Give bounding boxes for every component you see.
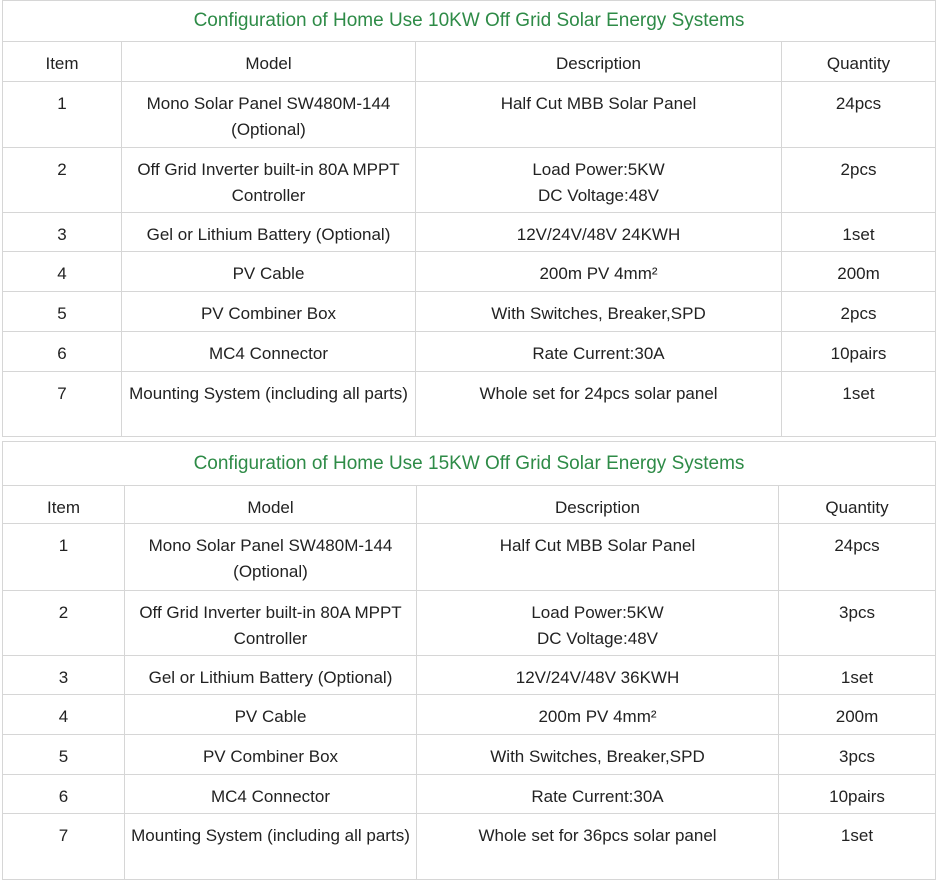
cell-quantity: 2pcs (781, 147, 936, 213)
cell-quantity: 1set (781, 212, 936, 252)
cell-model: Gel or Lithium Battery (Optional) (124, 655, 417, 695)
cell-quantity: 3pcs (778, 734, 936, 775)
cell-description: With Switches, Breaker,SPD (415, 291, 782, 332)
column-header-description: Description (416, 485, 779, 524)
cell-description: 12V/24V/48V 24KWH (415, 212, 782, 252)
column-header-model: Model (121, 41, 416, 82)
cell-quantity: 200m (778, 694, 936, 735)
table-row: 7 Mounting System (including all parts) Wh… (2, 813, 936, 880)
cell-quantity: 10pairs (781, 331, 936, 372)
cell-item: 2 (2, 590, 125, 656)
cell-description: With Switches, Breaker,SPD (416, 734, 779, 775)
cell-quantity: 1set (781, 371, 936, 437)
cell-model: Mounting System (including all parts) (121, 371, 416, 437)
cell-item: 5 (2, 291, 122, 332)
cell-model: PV Cable (121, 251, 416, 292)
cell-description: Whole set for 36pcs solar panel (416, 813, 779, 880)
table-row: 3 Gel or Lithium Battery (Optional) 12V/24… (2, 655, 936, 695)
table-row: 2 Off Grid Inverter built-in 80A MPPT Con… (2, 147, 936, 213)
column-header-model: Model (124, 485, 417, 524)
cell-model: PV Cable (124, 694, 417, 735)
cell-quantity: 1set (778, 655, 936, 695)
table-row: 6 MC4 Connector Rate Current:30A 10pairs (2, 331, 936, 372)
cell-model: Mounting System (including all parts) (124, 813, 417, 880)
cell-quantity: 3pcs (778, 590, 936, 656)
cell-model: MC4 Connector (121, 331, 416, 372)
table-row: 1 Mono Solar Panel SW480M-144 (Optional) H… (2, 81, 936, 148)
cell-description: Rate Current:30A (415, 331, 782, 372)
table-title: Configuration of Home Use 15KW Off Grid … (2, 441, 936, 486)
cell-description: Whole set for 24pcs solar panel (415, 371, 782, 437)
cell-description: 200m PV 4mm² (415, 251, 782, 292)
table-row: 4 PV Cable 200m PV 4mm² 200m (2, 694, 936, 735)
column-header-item: Item (2, 41, 122, 82)
table-title: Configuration of Home Use 10KW Off Grid … (2, 0, 936, 42)
column-header-description: Description (415, 41, 782, 82)
cell-item: 5 (2, 734, 125, 775)
table-row: 4 PV Cable 200m PV 4mm² 200m (2, 251, 936, 292)
cell-description: Load Power:5KW DC Voltage:48V (416, 590, 779, 656)
cell-quantity: 10pairs (778, 774, 936, 814)
cell-quantity: 24pcs (781, 81, 936, 148)
cell-description: Half Cut MBB Solar Panel (415, 81, 782, 148)
cell-quantity: 2pcs (781, 291, 936, 332)
cell-description: 12V/24V/48V 36KWH (416, 655, 779, 695)
config-table-15kw: Configuration of Home Use 15KW Off Grid … (2, 441, 936, 880)
cell-description: 200m PV 4mm² (416, 694, 779, 735)
cell-item: 1 (2, 523, 125, 591)
column-header-quantity: Quantity (778, 485, 936, 524)
table-row: 7 Mounting System (including all parts) Wh… (2, 371, 936, 437)
cell-description: Half Cut MBB Solar Panel (416, 523, 779, 591)
header-row: Item Model Description Quantity (2, 41, 936, 82)
cell-quantity: 200m (781, 251, 936, 292)
cell-model: PV Combiner Box (124, 734, 417, 775)
cell-model: Off Grid Inverter built-in 80A MPPT Cont… (121, 147, 416, 213)
table-row: 3 Gel or Lithium Battery (Optional) 12V/24… (2, 212, 936, 252)
cell-quantity: 1set (778, 813, 936, 880)
cell-model: MC4 Connector (124, 774, 417, 814)
cell-item: 6 (2, 331, 122, 372)
cell-item: 7 (2, 813, 125, 880)
cell-description: Rate Current:30A (416, 774, 779, 814)
cell-item: 1 (2, 81, 122, 148)
column-header-quantity: Quantity (781, 41, 936, 82)
table-row: 1 Mono Solar Panel SW480M-144 (Optional) H… (2, 523, 936, 591)
cell-item: 4 (2, 694, 125, 735)
column-header-item: Item (2, 485, 125, 524)
cell-item: 3 (2, 212, 122, 252)
cell-model: Mono Solar Panel SW480M-144 (Optional) (124, 523, 417, 591)
header-row: Item Model Description Quantity (2, 485, 936, 524)
table-row: 6 MC4 Connector Rate Current:30A 10pairs (2, 774, 936, 814)
cell-quantity: 24pcs (778, 523, 936, 591)
cell-item: 3 (2, 655, 125, 695)
table-row: 5 PV Combiner Box With Switches, Breaker,S… (2, 734, 936, 775)
cell-model: PV Combiner Box (121, 291, 416, 332)
cell-model: Gel or Lithium Battery (Optional) (121, 212, 416, 252)
cell-item: 6 (2, 774, 125, 814)
table-row: 5 PV Combiner Box With Switches, Breaker,S… (2, 291, 936, 332)
config-table-10kw: Configuration of Home Use 10KW Off Grid … (2, 0, 936, 437)
cell-item: 2 (2, 147, 122, 213)
cell-description: Load Power:5KW DC Voltage:48V (415, 147, 782, 213)
table-row: 2 Off Grid Inverter built-in 80A MPPT Con… (2, 590, 936, 656)
cell-item: 4 (2, 251, 122, 292)
cell-model: Off Grid Inverter built-in 80A MPPT Cont… (124, 590, 417, 656)
cell-item: 7 (2, 371, 122, 437)
cell-model: Mono Solar Panel SW480M-144 (Optional) (121, 81, 416, 148)
